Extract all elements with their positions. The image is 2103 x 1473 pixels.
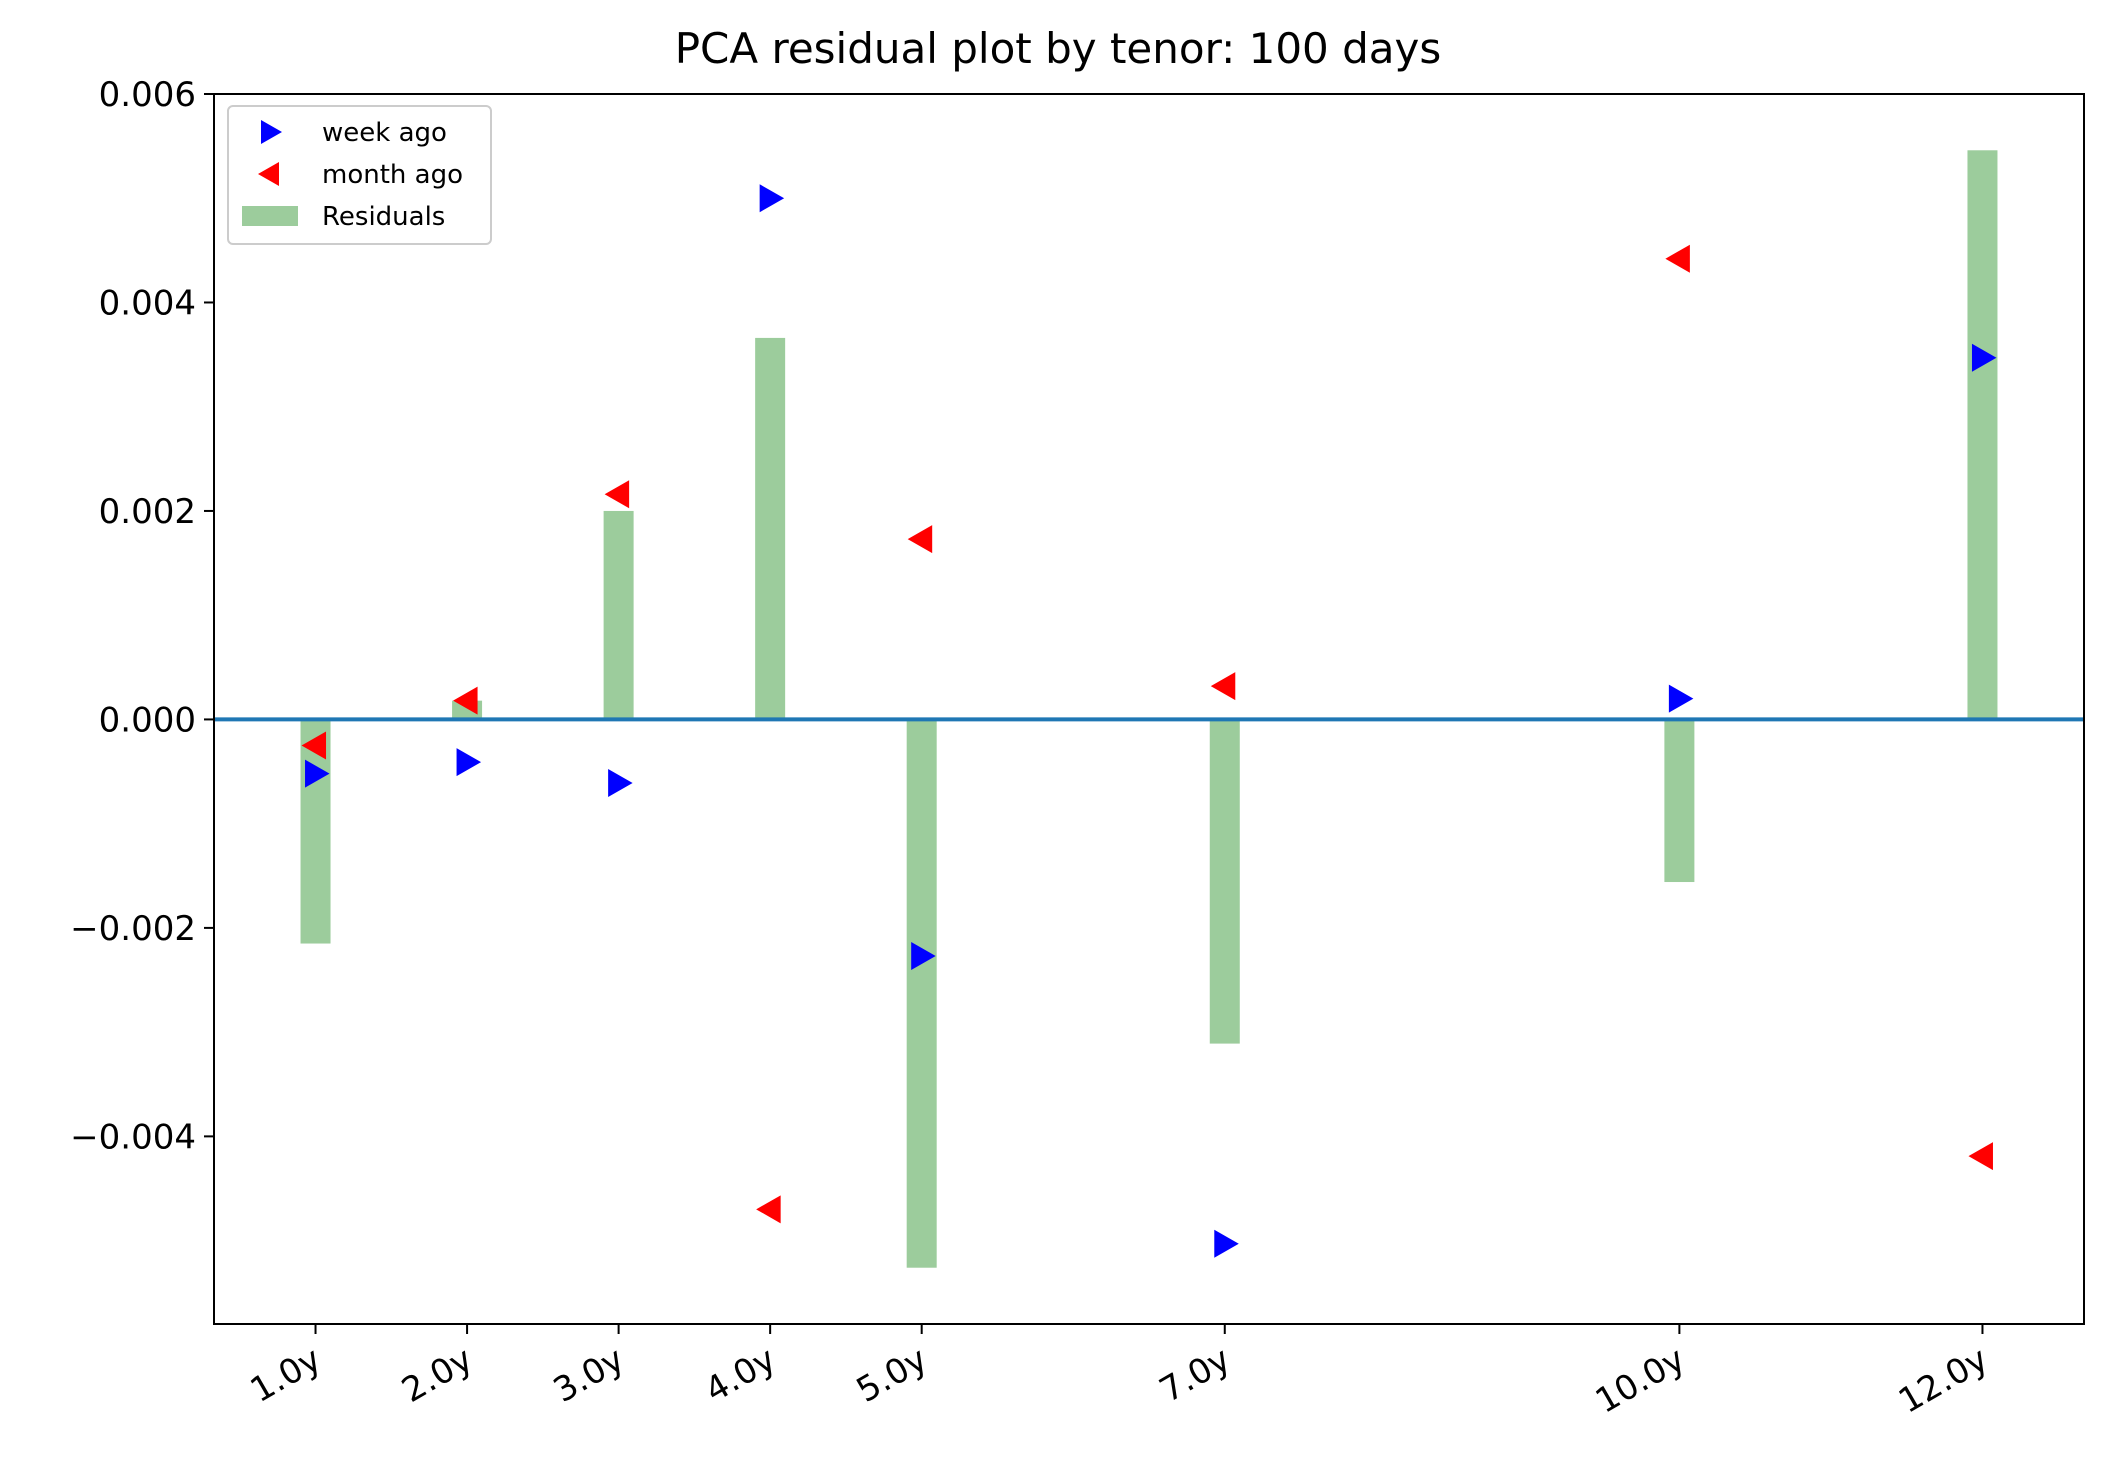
chart-title: PCA residual plot by tenor: 100 days bbox=[675, 24, 1442, 73]
residual-bar-3.0y bbox=[603, 510, 634, 720]
y-axis: 0.006 0.004 0.002 0.000 −0.002 −0.004 bbox=[70, 75, 214, 1157]
x-tick-label: 4.0y bbox=[698, 1339, 782, 1411]
x-axis: 1.0y 2.0y 3.0y 4.0y 5.0y 7.0y 10.0y 12.0y bbox=[244, 1324, 1995, 1422]
y-tick-label: 0.002 bbox=[99, 492, 196, 532]
week-ago-marker-12.0y bbox=[1971, 343, 1997, 372]
y-tick-label: −0.002 bbox=[70, 909, 196, 949]
residual-bar-12.0y bbox=[1967, 150, 1998, 720]
plot-area-frame bbox=[213, 93, 2085, 1325]
residual-bar-10.0y bbox=[1664, 719, 1695, 883]
month-ago-marker-5.0y bbox=[907, 525, 933, 554]
y-tick-label: −0.004 bbox=[70, 1117, 196, 1157]
y-tick-label: 0.004 bbox=[99, 283, 196, 323]
x-tick-label: 10.0y bbox=[1589, 1339, 1692, 1422]
bars-layer bbox=[300, 150, 1998, 1268]
month-ago-marker-4.0y bbox=[756, 1195, 781, 1224]
week-ago-marker-1.0y bbox=[305, 759, 330, 788]
legend-swatch-residuals bbox=[242, 206, 298, 226]
week-ago-marker-4.0y bbox=[759, 184, 785, 213]
x-tick-label: 5.0y bbox=[850, 1339, 934, 1411]
residual-bar-5.0y bbox=[906, 719, 937, 1268]
week-ago-marker-5.0y bbox=[911, 942, 936, 971]
week-ago-marker-3.0y bbox=[608, 769, 633, 798]
markers-layer bbox=[301, 184, 1997, 1258]
week-ago-marker-7.0y bbox=[1214, 1229, 1239, 1258]
legend-label: week ago bbox=[322, 118, 447, 148]
month-ago-marker-7.0y bbox=[1210, 672, 1236, 701]
residual-bar-4.0y bbox=[755, 337, 786, 720]
residual-bar-7.0y bbox=[1209, 719, 1240, 1044]
x-tick-label: 12.0y bbox=[1892, 1339, 1995, 1422]
x-tick-label: 7.0y bbox=[1153, 1339, 1237, 1411]
legend-label: month ago bbox=[322, 160, 463, 190]
x-tick-label: 1.0y bbox=[244, 1339, 328, 1411]
y-tick-label: 0.006 bbox=[99, 75, 196, 115]
month-ago-marker-1.0y bbox=[301, 731, 327, 760]
month-ago-marker-3.0y bbox=[604, 480, 630, 509]
x-tick-label: 2.0y bbox=[395, 1339, 479, 1411]
y-tick-label: 0.000 bbox=[99, 700, 196, 740]
legend-swatch-month-ago bbox=[258, 162, 279, 186]
legend-swatch-week-ago bbox=[261, 120, 282, 144]
month-ago-marker-10.0y bbox=[1665, 244, 1690, 273]
week-ago-marker-2.0y bbox=[456, 748, 482, 777]
x-tick-label: 3.0y bbox=[547, 1339, 631, 1411]
legend-label: Residuals bbox=[322, 202, 445, 232]
month-ago-marker-2.0y bbox=[453, 686, 478, 715]
month-ago-marker-12.0y bbox=[1968, 1142, 1993, 1171]
week-ago-marker-10.0y bbox=[1668, 684, 1694, 713]
legend: week ago month ago Residuals bbox=[227, 105, 492, 245]
